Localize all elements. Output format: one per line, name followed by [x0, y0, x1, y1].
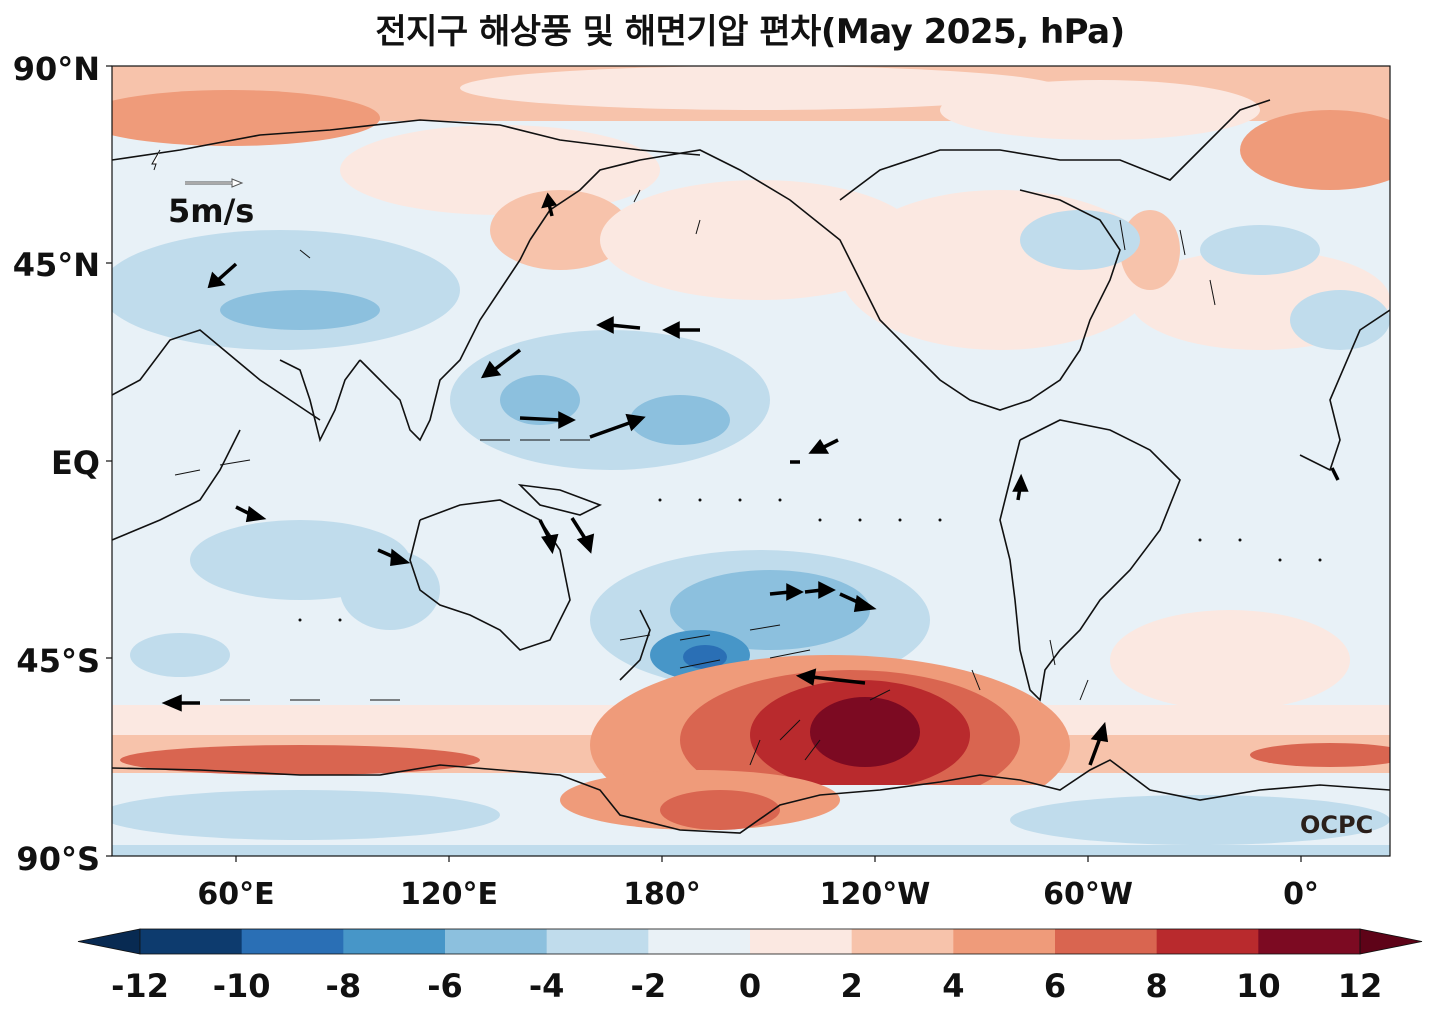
colorbar-tick-label: 4 — [942, 967, 964, 1005]
lon-label-0: 0° — [1283, 877, 1319, 912]
lat-label-45n: 45°N — [13, 246, 100, 284]
colorbar-tick-label: -4 — [529, 967, 565, 1005]
colorbar-segment — [953, 929, 1056, 954]
colorbar-tick-label: -12 — [111, 967, 169, 1005]
scale-vector-label: 5m/s — [168, 192, 254, 230]
arctic-america-coast — [839, 99, 1271, 201]
colorbar-segments — [77, 928, 1423, 955]
tick-marks — [106, 65, 1302, 862]
arabia-coast — [112, 329, 321, 421]
colorbar-segment — [1055, 929, 1158, 954]
antarctic-coast — [112, 759, 1390, 834]
australia-coast — [409, 499, 571, 651]
colorbar-segment — [343, 929, 446, 954]
colorbar-segment — [1258, 929, 1361, 954]
se-asia-coast — [359, 239, 531, 442]
lon-label-60w: 60°W — [1043, 877, 1133, 912]
colorbar-tick-label: -2 — [631, 967, 667, 1005]
colorbar-over-triangle — [1359, 928, 1423, 955]
east-africa-coast — [112, 429, 241, 541]
lon-label-120w: 120°W — [820, 877, 931, 912]
longitude-axis: 60°E 120°E 180° 120°W 60°W 0° — [197, 877, 1319, 912]
lat-label-90n: 90°N — [13, 50, 100, 88]
lat-label-eq: EQ — [51, 444, 100, 482]
colorbar-outline — [139, 928, 1361, 955]
colorbar-segment — [445, 929, 548, 954]
lat-label-90s: 90°S — [16, 840, 100, 878]
wind-vectors — [151, 149, 1340, 766]
ocpc-logo: OCPC — [1300, 811, 1373, 839]
lon-label-120e: 120°E — [400, 877, 498, 912]
new-zealand-coast — [619, 609, 651, 681]
colorbar-under-triangle — [77, 928, 141, 955]
colorbar-tick-label: -8 — [326, 967, 362, 1005]
colorbar-segment — [750, 929, 853, 954]
colorbar-tick-label: 6 — [1044, 967, 1066, 1005]
colorbar-tick-label: -10 — [213, 967, 271, 1005]
colorbar-tick-label: 10 — [1236, 967, 1281, 1005]
new-guinea-coast — [517, 483, 602, 516]
colorbar-segment — [648, 929, 751, 954]
latitude-axis: 90°N 45°N EQ 45°S 90°S — [13, 50, 100, 878]
anomaly-field — [112, 66, 1390, 856]
colorbar-segment — [851, 929, 954, 954]
colorbar-tick-label: 12 — [1338, 967, 1383, 1005]
coastlines — [112, 99, 1390, 834]
colorbar-segment — [241, 929, 344, 954]
map-title: 전지구 해상풍 및 해면기압 편차(May 2025, hPa) — [375, 12, 1125, 52]
lat-label-45s: 45°S — [16, 642, 100, 680]
colorbar-segment — [1156, 929, 1259, 954]
lon-label-60e: 60°E — [197, 877, 274, 912]
colorbar-tick-label: 2 — [841, 967, 863, 1005]
ne-asia-coast — [529, 149, 861, 281]
lon-label-180: 180° — [623, 877, 701, 912]
colorbar-tick-label: 8 — [1146, 967, 1168, 1005]
north-america-coast — [859, 189, 1121, 411]
scale-vector: 5m/s — [168, 178, 254, 230]
colorbar-segment — [546, 929, 649, 954]
india-coast — [279, 359, 361, 443]
arctic-eurasia-coast — [112, 119, 701, 161]
south-america-coast — [999, 419, 1181, 702]
africa-coast — [1299, 309, 1390, 472]
colorbar-tick-label: -6 — [427, 967, 463, 1005]
colorbar-segment — [140, 929, 243, 954]
colorbar-tick-label: 0 — [739, 967, 761, 1005]
colorbar: -12 -10 -8 -6 -4 -2 0 2 4 6 8 10 12 — [77, 928, 1423, 1005]
colorbar-ticks: -12 -10 -8 -6 -4 -2 0 2 4 6 8 10 12 — [111, 967, 1382, 1005]
